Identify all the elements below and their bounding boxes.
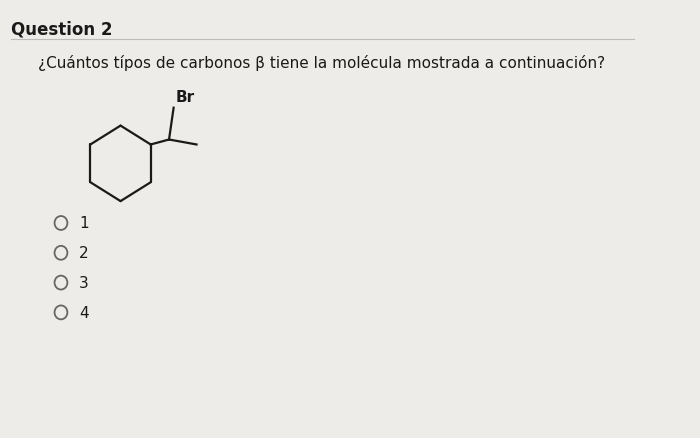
Text: ¿Cuántos típos de carbonos β tiene la molécula mostrada a continuación?: ¿Cuántos típos de carbonos β tiene la mo… bbox=[38, 55, 605, 71]
Text: 1: 1 bbox=[79, 216, 89, 231]
Text: Question 2: Question 2 bbox=[10, 20, 112, 38]
Text: Br: Br bbox=[176, 89, 195, 105]
Text: 2: 2 bbox=[79, 246, 89, 261]
Text: 4: 4 bbox=[79, 305, 89, 320]
Text: 3: 3 bbox=[79, 276, 89, 290]
